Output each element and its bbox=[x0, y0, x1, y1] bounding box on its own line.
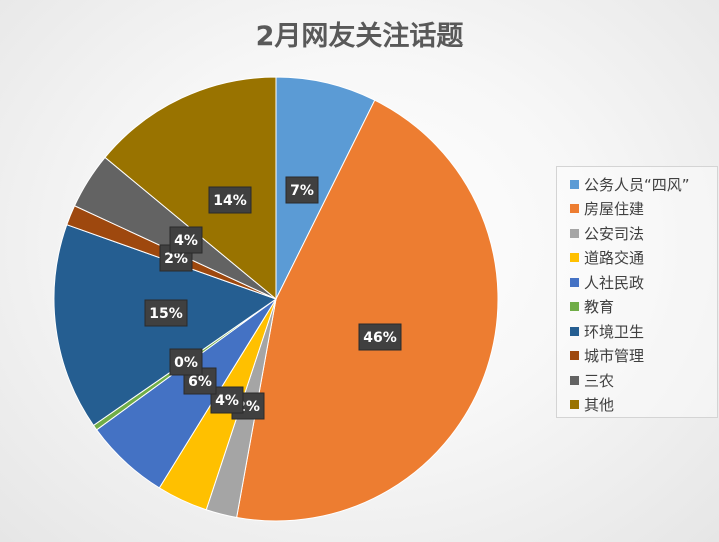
legend-swatch bbox=[570, 253, 579, 263]
legend-swatch bbox=[570, 326, 579, 336]
legend-swatch bbox=[570, 375, 579, 385]
legend-item: 公务人员“四风” bbox=[570, 172, 717, 197]
legend-label: 公务人员“四风” bbox=[584, 175, 690, 194]
svg-text:0%: 0% bbox=[174, 355, 198, 371]
pie-slice bbox=[104, 76, 277, 301]
legend-swatch bbox=[570, 228, 579, 238]
legend-label: 三农 bbox=[584, 371, 615, 390]
data-label: 46% bbox=[358, 323, 402, 351]
svg-text:4%: 4% bbox=[215, 393, 239, 409]
legend-item: 房屋住建 bbox=[570, 197, 717, 222]
svg-text:6%: 6% bbox=[188, 374, 212, 390]
data-label: 14% bbox=[208, 186, 252, 214]
legend-label: 环境卫生 bbox=[584, 322, 645, 341]
legend-label: 公安司法 bbox=[584, 224, 645, 243]
legend-label: 教育 bbox=[584, 298, 615, 317]
svg-text:4%: 4% bbox=[174, 233, 198, 249]
svg-text:46%: 46% bbox=[363, 330, 397, 346]
legend-item: 人社民政 bbox=[570, 270, 717, 295]
legend-item: 环境卫生 bbox=[570, 319, 717, 344]
svg-text:7%: 7% bbox=[290, 183, 314, 199]
svg-text:15%: 15% bbox=[149, 306, 183, 322]
legend-item: 城市管理 bbox=[570, 344, 717, 369]
data-label: 4% bbox=[169, 226, 203, 254]
data-label: 7% bbox=[285, 176, 319, 204]
legend-swatch bbox=[570, 400, 579, 410]
legend-item: 其他 bbox=[570, 393, 717, 418]
chart-title: 2月网友关注话题 bbox=[255, 21, 464, 52]
legend-label: 人社民政 bbox=[584, 273, 645, 292]
legend-swatch bbox=[570, 277, 579, 287]
data-label: 15% bbox=[144, 299, 188, 327]
legend-item: 三农 bbox=[570, 368, 717, 393]
legend-label: 城市管理 bbox=[584, 347, 645, 366]
legend-swatch bbox=[570, 351, 579, 361]
pie-slice bbox=[275, 76, 376, 300]
legend-item: 教育 bbox=[570, 295, 717, 320]
svg-text:2%: 2% bbox=[164, 251, 188, 267]
legend-item: 道路交通 bbox=[570, 246, 717, 271]
data-label: 0% bbox=[169, 348, 203, 376]
pie-slice bbox=[236, 99, 499, 522]
legend-item: 公安司法 bbox=[570, 221, 717, 246]
svg-text:14%: 14% bbox=[213, 193, 247, 209]
legend-swatch bbox=[570, 204, 579, 214]
legend-label: 其他 bbox=[584, 396, 615, 415]
legend-swatch bbox=[570, 179, 579, 189]
legend-label: 道路交通 bbox=[584, 249, 645, 268]
legend-label: 房屋住建 bbox=[584, 200, 645, 219]
legend: 公务人员“四风” 房屋住建公安司法道路交通人社民政教育环境卫生城市管理三农其他 bbox=[556, 166, 718, 418]
legend-swatch bbox=[570, 302, 579, 312]
